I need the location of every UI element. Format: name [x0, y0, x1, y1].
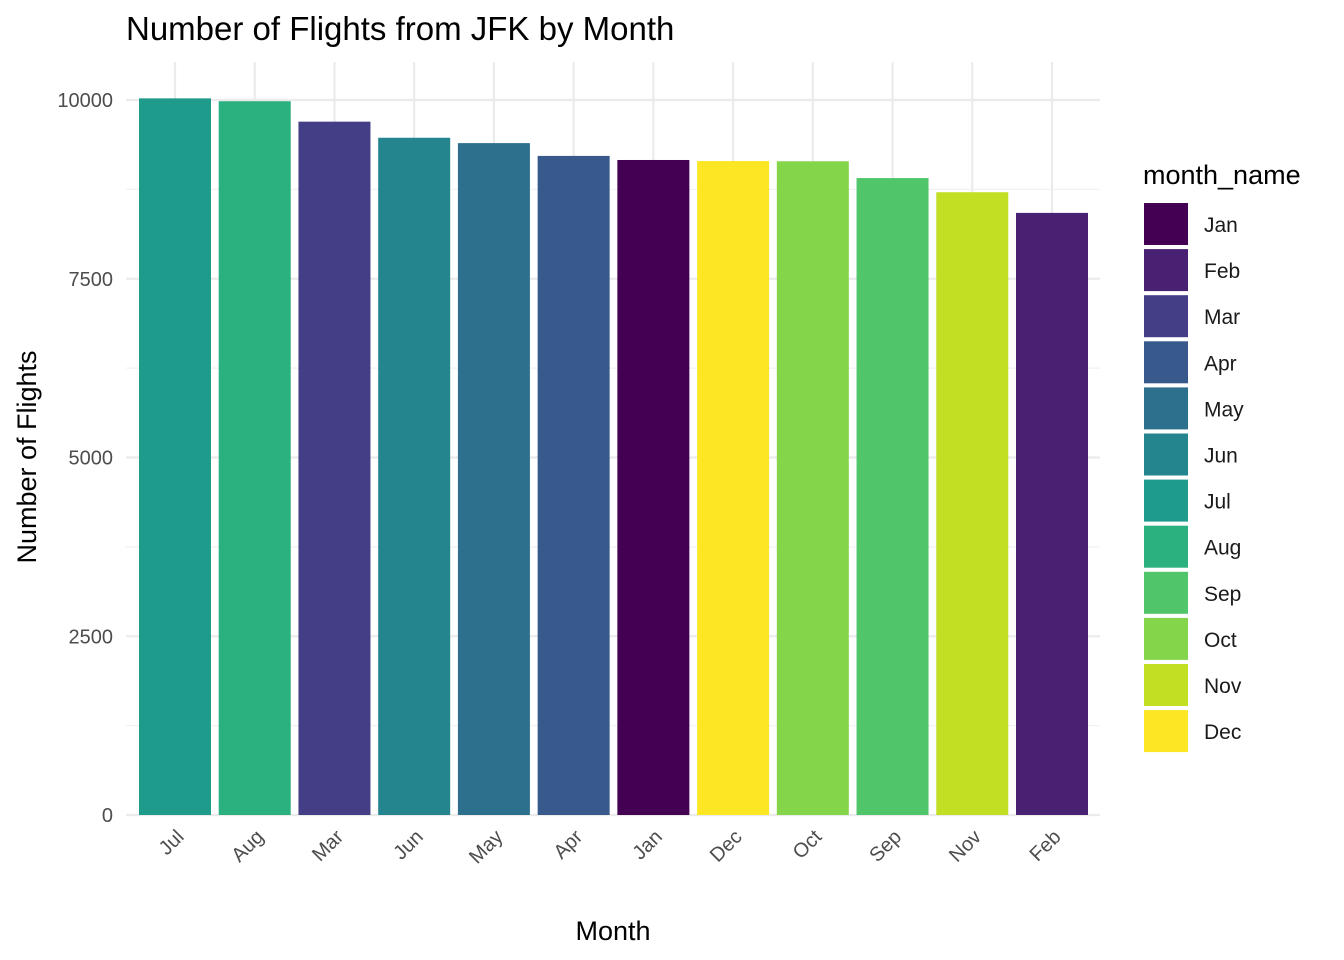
- bar-feb: [1016, 212, 1088, 815]
- legend-label: Feb: [1204, 260, 1240, 283]
- bar-dec: [697, 161, 770, 815]
- x-tick-label: Feb: [1026, 826, 1066, 866]
- x-axis-ticks: Jul Aug Mar Jun May Apr Jan Dec Oct Sep Nov Feb: [155, 826, 1066, 869]
- bar-nov: [936, 192, 1009, 816]
- y-tick-label: 5000: [69, 448, 114, 470]
- legend: month_name Jan Feb Mar Apr May Jun Jul Aug Sep Oc…: [1143, 160, 1301, 753]
- x-tick-label: Jul: [155, 826, 189, 860]
- x-tick-label: Sep: [865, 826, 906, 867]
- legend-swatch: [1144, 341, 1188, 384]
- legend-items: Jan Feb Mar Apr May Jun Jul Aug Sep Oct Nov Dec: [1144, 203, 1244, 753]
- x-tick-label: May: [465, 826, 507, 868]
- bars: [139, 98, 1088, 816]
- legend-label: Mar: [1204, 306, 1240, 329]
- legend-swatch: [1144, 479, 1188, 522]
- x-axis-title: Month: [575, 916, 650, 946]
- y-axis-ticks: 0 2500 5000 7500 10000: [57, 90, 113, 827]
- legend-swatch: [1144, 664, 1188, 706]
- legend-label: May: [1204, 398, 1244, 421]
- legend-item-jul: Jul: [1144, 479, 1231, 522]
- bar-may: [457, 143, 530, 815]
- legend-label: Sep: [1204, 583, 1241, 606]
- legend-label: Jul: [1204, 491, 1231, 514]
- legend-title: month_name: [1143, 160, 1301, 190]
- x-tick-label: Nov: [945, 826, 986, 867]
- legend-swatch: [1144, 203, 1188, 245]
- bar-jun: [378, 137, 451, 815]
- x-tick-label: Jan: [629, 826, 667, 864]
- y-tick-label: 0: [102, 805, 113, 827]
- x-tick-label: Dec: [706, 826, 747, 867]
- x-tick-label: Jun: [389, 826, 427, 864]
- legend-label: Dec: [1204, 721, 1241, 744]
- legend-label: Oct: [1204, 629, 1237, 652]
- y-tick-label: 10000: [57, 90, 113, 112]
- x-tick-label: Apr: [550, 826, 588, 864]
- legend-item-apr: Apr: [1144, 341, 1237, 384]
- legend-item-nov: Nov: [1144, 664, 1242, 706]
- x-tick-label: Oct: [789, 826, 827, 864]
- y-tick-label: 7500: [69, 269, 114, 291]
- legend-item-feb: Feb: [1144, 249, 1240, 292]
- bar-jul: [139, 98, 211, 816]
- legend-item-dec: Dec: [1144, 710, 1241, 753]
- bar-oct: [776, 161, 849, 815]
- legend-label: Aug: [1204, 537, 1241, 560]
- legend-label: Jun: [1204, 445, 1238, 468]
- bar-aug: [218, 101, 291, 815]
- y-axis-title: Number of Flights: [12, 350, 42, 563]
- legend-item-mar: Mar: [1144, 295, 1240, 338]
- bar-jan: [617, 159, 690, 815]
- legend-item-oct: Oct: [1144, 617, 1237, 660]
- legend-item-jun: Jun: [1144, 433, 1238, 476]
- legend-label: Apr: [1204, 352, 1237, 375]
- legend-swatch: [1144, 710, 1188, 753]
- bar-apr: [537, 155, 610, 816]
- legend-swatch: [1144, 571, 1188, 614]
- legend-item-aug: Aug: [1144, 525, 1241, 568]
- x-tick-label: Mar: [308, 826, 348, 866]
- legend-swatch: [1144, 387, 1188, 430]
- legend-swatch: [1144, 295, 1188, 338]
- legend-label: Jan: [1204, 214, 1238, 237]
- legend-swatch: [1144, 249, 1188, 292]
- chart-title: Number of Flights from JFK by Month: [126, 10, 674, 47]
- legend-item-sep: Sep: [1144, 571, 1241, 614]
- legend-item-jan: Jan: [1144, 203, 1238, 245]
- legend-label: Nov: [1204, 675, 1242, 698]
- legend-swatch: [1144, 433, 1188, 476]
- x-tick-label: Aug: [228, 826, 269, 867]
- y-tick-label: 2500: [69, 626, 114, 648]
- legend-item-may: May: [1144, 387, 1244, 430]
- bar-mar: [298, 121, 371, 816]
- bar-sep: [856, 178, 929, 815]
- legend-swatch: [1144, 617, 1188, 660]
- legend-swatch: [1144, 525, 1188, 568]
